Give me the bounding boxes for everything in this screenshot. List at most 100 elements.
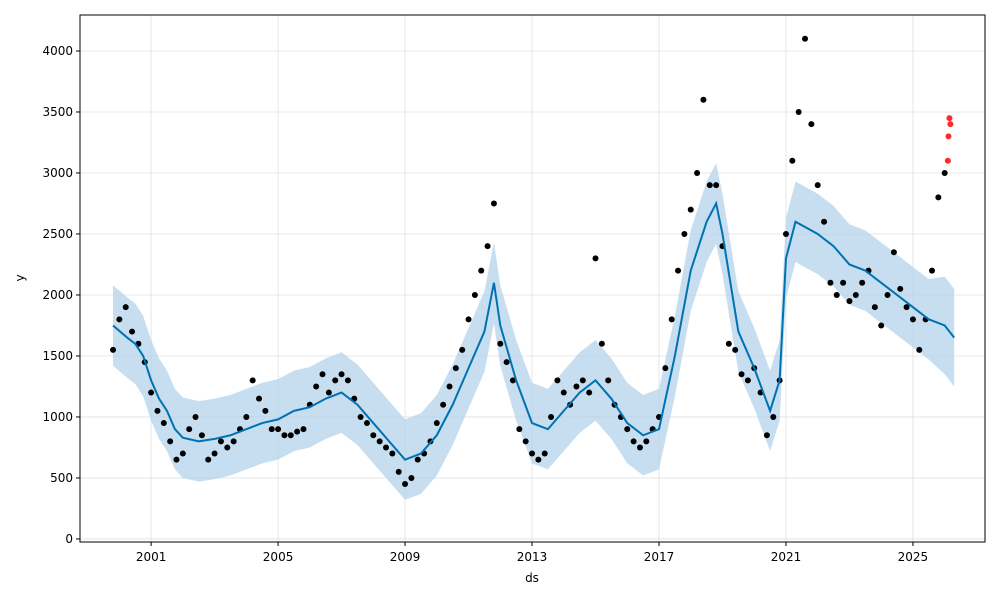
observed-point xyxy=(605,377,612,384)
x-tick-label: 2013 xyxy=(517,550,548,564)
observed-point xyxy=(744,377,751,384)
observed-point xyxy=(706,182,713,189)
observed-point xyxy=(789,157,796,164)
observed-point xyxy=(928,267,935,274)
observed-point xyxy=(890,249,897,256)
observed-point xyxy=(402,481,409,488)
observed-point xyxy=(319,371,326,378)
observed-point xyxy=(802,35,809,42)
observed-point xyxy=(897,285,904,292)
observed-point xyxy=(662,365,669,372)
x-tick-label: 2021 xyxy=(771,550,802,564)
y-tick-label: 3500 xyxy=(42,105,73,119)
observed-point xyxy=(294,428,301,435)
observed-point xyxy=(370,432,377,439)
observed-point xyxy=(509,377,516,384)
observed-point xyxy=(490,200,497,207)
observed-point xyxy=(725,340,732,347)
observed-point xyxy=(154,407,161,414)
observed-point xyxy=(586,389,593,396)
x-tick-label: 2009 xyxy=(390,550,421,564)
observed-point xyxy=(700,96,707,103)
observed-point xyxy=(344,377,351,384)
observed-point xyxy=(325,389,332,396)
observed-point xyxy=(167,438,174,445)
observed-point xyxy=(338,371,345,378)
observed-point xyxy=(262,407,269,414)
observed-point xyxy=(243,413,250,420)
observed-point xyxy=(484,243,491,250)
observed-point xyxy=(332,377,339,384)
observed-point xyxy=(465,316,472,323)
observed-point xyxy=(148,389,155,396)
observed-point xyxy=(471,291,478,298)
observed-point xyxy=(440,401,447,408)
observed-point xyxy=(687,206,694,213)
x-tick-label: 2001 xyxy=(136,550,167,564)
observed-point xyxy=(281,432,288,439)
uncertainty-band xyxy=(113,163,955,500)
anomaly-point xyxy=(945,133,952,140)
observed-point xyxy=(548,413,555,420)
observed-point xyxy=(110,346,117,353)
observed-point xyxy=(738,371,745,378)
observed-point xyxy=(941,169,948,176)
observed-point xyxy=(408,474,415,481)
observed-point xyxy=(395,468,402,475)
observed-point xyxy=(643,438,650,445)
observed-point xyxy=(668,316,675,323)
observed-point xyxy=(357,413,364,420)
observed-point xyxy=(160,420,167,427)
observed-point xyxy=(935,194,942,201)
observed-point xyxy=(852,291,859,298)
observed-point xyxy=(522,438,529,445)
y-tick-label: 0 xyxy=(65,532,73,546)
observed-point xyxy=(827,279,834,286)
observed-point xyxy=(541,450,548,457)
observed-point xyxy=(833,291,840,298)
anomaly-point xyxy=(946,115,953,122)
forecast-line xyxy=(112,200,955,461)
anomaly-point xyxy=(947,121,954,128)
observed-point xyxy=(598,340,605,347)
y-tick-label: 1000 xyxy=(42,410,73,424)
y-tick-label: 4000 xyxy=(42,44,73,58)
observed-point xyxy=(763,432,770,439)
y-tick-label: 500 xyxy=(50,471,73,485)
observed-point xyxy=(230,438,237,445)
observed-point xyxy=(675,267,682,274)
observed-point xyxy=(681,230,688,237)
observed-point xyxy=(300,426,307,433)
observed-point xyxy=(560,389,567,396)
observed-point xyxy=(275,426,282,433)
observed-point xyxy=(636,444,643,451)
observed-point xyxy=(287,432,294,439)
x-tick-label: 2025 xyxy=(898,550,929,564)
observed-point xyxy=(579,377,586,384)
observed-point xyxy=(884,291,891,298)
observed-point xyxy=(122,304,129,311)
observed-point xyxy=(529,450,536,457)
observed-point xyxy=(573,383,580,390)
x-axis-label: ds xyxy=(525,571,539,585)
observed-point xyxy=(808,121,815,128)
observed-point xyxy=(363,420,370,427)
observed-point xyxy=(732,346,739,353)
observed-point xyxy=(535,456,542,463)
plot-frame xyxy=(79,14,986,543)
y-axis-label: y xyxy=(13,274,27,281)
observed-point xyxy=(592,255,599,262)
observed-point xyxy=(503,359,510,366)
observed-point xyxy=(179,450,186,457)
observed-point xyxy=(909,316,916,323)
observed-point xyxy=(846,298,853,305)
observed-point xyxy=(376,438,383,445)
observed-point xyxy=(821,218,828,225)
observed-point xyxy=(249,377,256,384)
observed-point xyxy=(446,383,453,390)
observed-point xyxy=(198,432,205,439)
observed-point xyxy=(186,426,193,433)
y-tick-label: 3000 xyxy=(42,166,73,180)
observed-point xyxy=(192,413,199,420)
